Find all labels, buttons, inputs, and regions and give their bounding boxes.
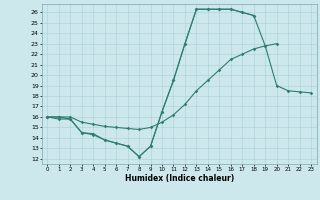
X-axis label: Humidex (Indice chaleur): Humidex (Indice chaleur) [124, 174, 234, 183]
